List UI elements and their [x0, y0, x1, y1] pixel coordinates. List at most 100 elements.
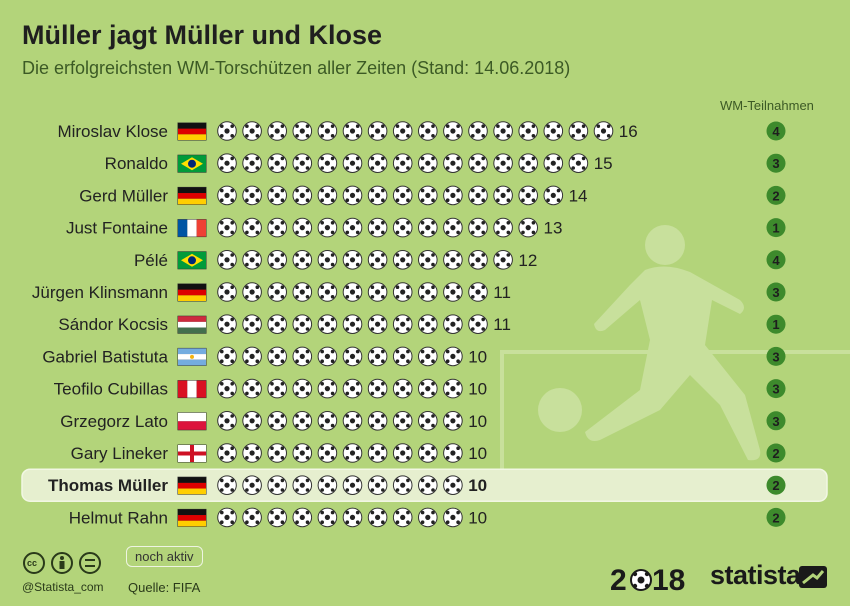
goal-ball-icon [317, 443, 338, 463]
participation-badge: 3 [766, 411, 786, 431]
goal-ball-icon [317, 185, 338, 206]
goal-ball-icon [292, 153, 313, 173]
scorer-row: Just Fontaine 13 1 [66, 217, 786, 238]
goal-ball-icon [443, 282, 463, 302]
goal-ball-icon [292, 411, 313, 431]
goal-ball-icon [518, 121, 539, 141]
goal-count: 10 [468, 380, 487, 399]
legend-active: noch aktiv [126, 546, 203, 567]
goal-ball-icon [292, 185, 313, 206]
goal-ball-icon [443, 185, 463, 206]
goal-ball-icon [217, 249, 237, 270]
goal-ball-icon [267, 185, 288, 206]
goal-ball-icon [317, 153, 338, 173]
participation-count: 4 [772, 124, 780, 139]
goal-ball-icon [317, 217, 338, 238]
goal-ball-icon [342, 185, 363, 206]
goal-ball-icon [518, 185, 539, 206]
goal-ball-icon [468, 217, 488, 238]
goal-ball-icon [292, 314, 313, 335]
goal-ball-icon [242, 282, 262, 302]
scorer-row: Thomas Müller 10 2 [21, 468, 828, 502]
goal-ball-icon [242, 249, 262, 270]
goal-ball-icon [217, 411, 237, 431]
goal-ball-icon [242, 411, 262, 431]
flag-argentina-icon [177, 347, 207, 366]
goal-count: 13 [544, 219, 563, 238]
participation-count: 2 [772, 188, 779, 203]
goal-ball-icon [342, 121, 363, 141]
flag-brazil-icon [177, 251, 207, 270]
goal-ball-icon [443, 153, 463, 173]
goal-ball-icon [418, 475, 438, 496]
goal-ball-icon [217, 475, 237, 496]
goal-ball-icon [317, 475, 338, 496]
goal-ball-icon [418, 185, 438, 206]
player-name: Miroslav Klose [57, 122, 168, 141]
goal-ball-icon [468, 314, 488, 335]
goal-ball-icon [217, 507, 237, 528]
goal-ball-icon [267, 443, 288, 463]
participation-badge: 1 [766, 218, 786, 238]
goal-ball-icon [493, 153, 513, 173]
goal-count: 10 [468, 444, 487, 463]
goal-ball-icon [392, 249, 413, 270]
goal-ball-icon [418, 507, 438, 528]
goal-ball-icon [217, 153, 237, 173]
player-name: Gary Lineker [71, 444, 169, 463]
goal-ball-icon [292, 475, 313, 496]
goal-ball-icon [493, 185, 513, 206]
goal-ball-icon [418, 121, 438, 141]
goal-ball-icon [493, 121, 513, 141]
participation-badge: 3 [766, 282, 786, 302]
goal-ball-icon [267, 217, 288, 238]
goal-ball-icon [392, 185, 413, 206]
scorer-row: Teofilo Cubillas 10 3 [54, 378, 786, 399]
goal-ball-icon [568, 121, 589, 141]
flag-poland-icon [177, 412, 207, 431]
statista-logo: statista [710, 560, 801, 590]
participation-count: 2 [772, 478, 779, 493]
goal-ball-icon [342, 411, 363, 431]
goal-ball-icon [367, 185, 388, 206]
goal-ball-icon [242, 217, 262, 238]
goal-count: 16 [619, 122, 638, 141]
goal-ball-icon [292, 217, 313, 238]
goal-ball-icon [367, 507, 388, 528]
goal-ball-icon [217, 314, 237, 335]
source-label: Quelle: FIFA [128, 580, 201, 595]
goal-ball-icon [367, 217, 388, 238]
goal-ball-icon [418, 411, 438, 431]
goal-ball-icon [568, 153, 589, 173]
goal-ball-icon [468, 185, 488, 206]
player-name: Grzegorz Lato [60, 412, 168, 431]
goal-ball-icon [292, 378, 313, 399]
goal-ball-icon [418, 346, 438, 367]
player-name: Ronaldo [105, 154, 168, 173]
goal-ball-icon [418, 378, 438, 399]
goal-ball-icon [292, 346, 313, 367]
participation-badge: 4 [766, 121, 786, 141]
goal-ball-icon [418, 443, 438, 463]
player-name: Sándor Kocsis [58, 315, 168, 334]
scorer-row: Gabriel Batistuta 10 3 [42, 346, 786, 367]
flag-germany-icon [177, 283, 207, 302]
goal-ball-icon [392, 282, 413, 302]
participation-badge: 4 [766, 250, 786, 270]
goal-ball-icon [267, 249, 288, 270]
goal-ball-icon [217, 443, 237, 463]
goal-ball-icon [367, 443, 388, 463]
goal-ball-icon [217, 282, 237, 302]
goal-ball-icon [342, 475, 363, 496]
player-name: Teofilo Cubillas [54, 380, 168, 399]
goal-ball-icon [217, 217, 237, 238]
goal-ball-icon [242, 346, 262, 367]
goal-ball-icon [342, 153, 363, 173]
player-name: Thomas Müller [48, 476, 168, 495]
goal-ball-icon [443, 378, 463, 399]
goal-ball-icon [392, 475, 413, 496]
goal-ball-icon [342, 443, 363, 463]
goal-ball-icon [367, 153, 388, 173]
participations-column-header: WM-Teilnahmen [720, 98, 814, 113]
flag-brazil-icon [177, 154, 207, 173]
